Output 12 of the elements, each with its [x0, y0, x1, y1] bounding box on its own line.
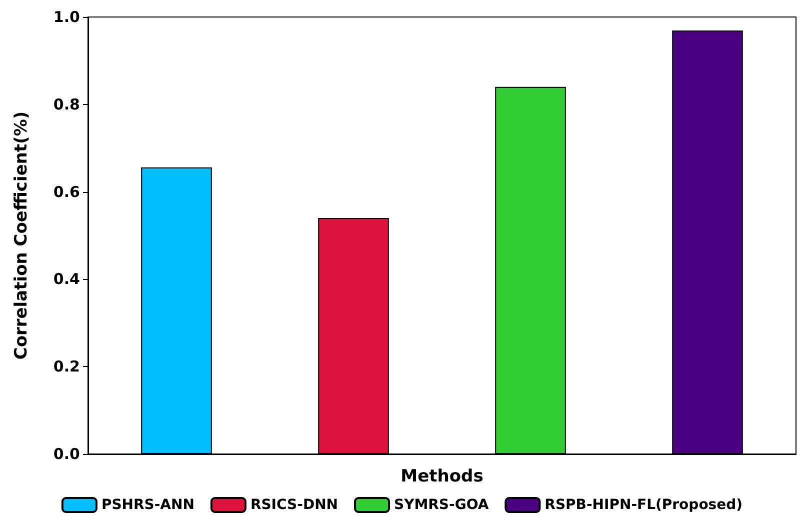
y-tick-label: 0.0 — [53, 445, 80, 463]
y-tick-label: 0.6 — [53, 182, 80, 201]
legend-label: SYMRS-GOA — [394, 497, 489, 513]
legend-label: RSPB-HIPN-FL(Proposed) — [544, 497, 743, 513]
x-axis-title: Methods — [400, 466, 484, 486]
y-tick-label: 0.2 — [53, 358, 80, 376]
y-tick-label: 1.0 — [53, 8, 80, 26]
y-tick-label: 0.4 — [53, 270, 80, 288]
legend-label: RSICS-DNN — [250, 497, 338, 513]
y-tick-label: 0.8 — [53, 95, 80, 114]
y-axis-title: Correlation Coefficient(%) — [12, 111, 32, 360]
legend-label: PSHRS-ANN — [101, 497, 194, 513]
